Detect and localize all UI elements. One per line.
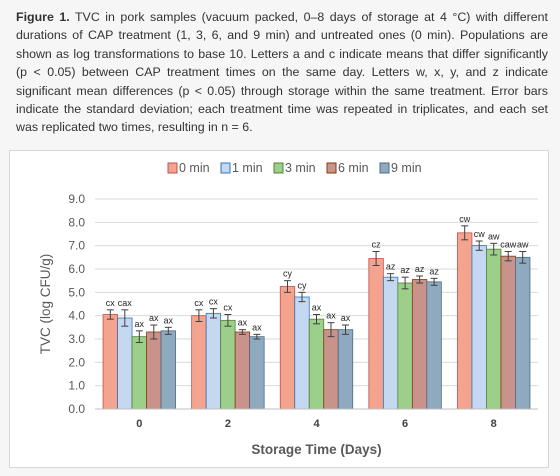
y-axis-title: TVC (log CFU/g) bbox=[38, 254, 53, 355]
significance-label: aw bbox=[517, 240, 529, 250]
significance-label: az bbox=[429, 266, 439, 276]
caption-text: TVC in pork samples (vacuum packed, 0–8 … bbox=[16, 10, 548, 135]
significance-label: ax bbox=[341, 313, 351, 323]
y-tick-label: 6.0 bbox=[68, 262, 85, 276]
legend-entry: 1 min bbox=[232, 161, 263, 175]
legend-swatch bbox=[326, 162, 337, 174]
significance-label: aw bbox=[488, 231, 500, 241]
bar bbox=[337, 329, 354, 410]
significance-label: az bbox=[386, 262, 396, 272]
x-tick-label: 6 bbox=[402, 418, 408, 430]
bar bbox=[397, 282, 413, 410]
y-tick-label: 4.0 bbox=[68, 309, 85, 323]
significance-label: az bbox=[400, 265, 410, 275]
bar bbox=[323, 329, 339, 410]
y-tick-label: 2.0 bbox=[68, 355, 85, 369]
significance-label: ax bbox=[238, 318, 248, 328]
caption-label: Figure 1. bbox=[16, 10, 70, 24]
legend-entry: 3 min bbox=[285, 161, 316, 175]
significance-label: cx bbox=[223, 303, 233, 313]
bar bbox=[191, 315, 207, 410]
bar bbox=[426, 281, 442, 410]
legend-entry: 0 min bbox=[179, 161, 210, 175]
bar bbox=[249, 336, 265, 410]
bar bbox=[471, 245, 487, 410]
legend-swatch bbox=[220, 162, 231, 174]
bar bbox=[486, 248, 502, 410]
significance-label: cax bbox=[118, 298, 133, 308]
bar bbox=[457, 232, 473, 410]
bar bbox=[279, 286, 296, 410]
bar bbox=[102, 314, 118, 410]
x-tick-label: 8 bbox=[491, 418, 497, 430]
bar bbox=[368, 258, 384, 410]
x-tick-label: 4 bbox=[313, 418, 320, 430]
bar bbox=[146, 331, 162, 410]
figure-caption: Figure 1. TVC in pork samples (vacuum pa… bbox=[16, 8, 548, 137]
y-tick-label: 9.0 bbox=[68, 192, 85, 206]
legend-entry: 6 min bbox=[338, 161, 369, 175]
significance-label: cw bbox=[459, 214, 471, 224]
legend-swatch bbox=[167, 162, 178, 174]
bar bbox=[294, 296, 310, 410]
significance-label: az bbox=[415, 264, 425, 274]
significance-label: cz bbox=[372, 240, 382, 250]
significance-label: ax bbox=[135, 319, 145, 329]
bar bbox=[234, 331, 251, 410]
significance-label: ax bbox=[312, 303, 322, 313]
x-tick-label: 2 bbox=[225, 418, 231, 430]
x-axis-title: Storage Time (Days) bbox=[251, 442, 381, 457]
legend-swatch bbox=[273, 162, 284, 174]
y-tick-label: 8.0 bbox=[68, 215, 85, 229]
significance-label: ax bbox=[326, 311, 336, 321]
bar bbox=[160, 330, 176, 410]
legend-swatch bbox=[379, 162, 390, 174]
bar-chart: 0.0 1.0 2.0 3.0 4.0 5.0 6.0 7.0 8.0 9.0 Storage Ti… bbox=[38, 161, 538, 457]
y-tick-label: 0.0 bbox=[68, 402, 85, 416]
significance-label: cx bbox=[106, 298, 116, 308]
significance-label: ax bbox=[164, 315, 174, 325]
significance-label: cx bbox=[209, 297, 219, 307]
y-tick-label: 5.0 bbox=[68, 285, 85, 299]
bar bbox=[308, 318, 325, 410]
significance-label: cy bbox=[283, 269, 293, 279]
significance-label: caw bbox=[500, 240, 517, 250]
chart-frame: 0.0 1.0 2.0 3.0 4.0 5.0 6.0 7.0 8.0 9.0 Storage Ti… bbox=[9, 150, 549, 468]
bar bbox=[515, 256, 531, 410]
bar bbox=[117, 317, 133, 410]
legend-entry: 9 min bbox=[391, 161, 422, 175]
significance-label: ax bbox=[252, 322, 262, 332]
significance-label: cx bbox=[194, 298, 204, 308]
bar bbox=[220, 319, 236, 410]
y-tick-label: 7.0 bbox=[68, 239, 85, 253]
y-tick-label: 3.0 bbox=[68, 332, 85, 346]
significance-label: ax bbox=[149, 313, 159, 323]
bar bbox=[500, 255, 516, 410]
bar bbox=[411, 279, 428, 410]
significance-label: cw bbox=[474, 229, 486, 239]
x-tick-label: 0 bbox=[136, 418, 142, 430]
bar bbox=[205, 312, 222, 410]
significance-label: cy bbox=[298, 280, 308, 290]
bar bbox=[131, 336, 147, 410]
bar bbox=[382, 276, 399, 410]
y-tick-label: 1.0 bbox=[68, 379, 85, 393]
